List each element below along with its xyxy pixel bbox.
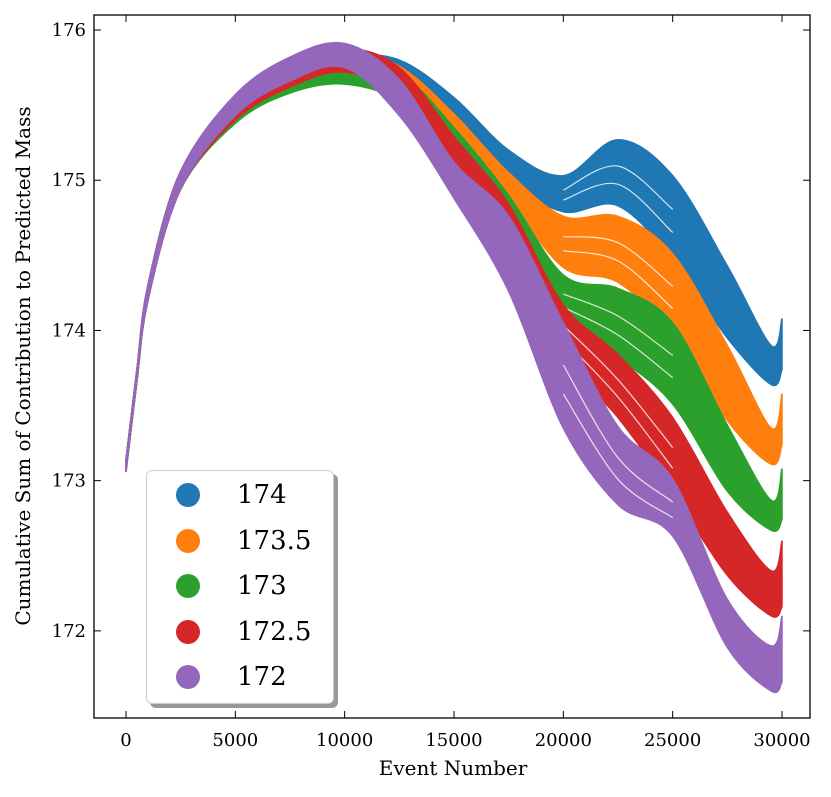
- legend-label: 173: [237, 571, 287, 601]
- series-bands: [125, 41, 783, 694]
- x-tick-label: 10000: [316, 730, 373, 751]
- y-tick-label: 172: [52, 621, 86, 642]
- legend-label: 173.5: [237, 525, 312, 556]
- y-axis-label: Cumulative Sum of Contribution to Predic…: [11, 106, 35, 625]
- legend-label: 174: [237, 480, 287, 510]
- series-band-172: [125, 41, 783, 694]
- plot-frame: [93, 14, 811, 719]
- legend-entry: 172: [147, 657, 287, 697]
- legend-entry: 173.5: [147, 521, 311, 561]
- series-gap-line: [563, 182, 674, 233]
- y-tick-label: 174: [52, 320, 86, 341]
- series-gap-line: [563, 165, 674, 210]
- legend-label: 172.5: [237, 616, 312, 647]
- x-tick-label: 5000: [212, 730, 258, 751]
- legend-marker-icon: [176, 483, 200, 507]
- legend-marker-icon: [176, 528, 200, 553]
- x-tick-label: 15000: [425, 730, 482, 751]
- series-gap-line: [562, 393, 674, 519]
- series-gap-line: [562, 324, 674, 448]
- x-axis-label: Event Number: [379, 756, 528, 780]
- x-tick-label: 20000: [535, 730, 592, 751]
- series-gap-line: [563, 250, 674, 310]
- y-tick-label: 176: [52, 20, 86, 41]
- x-tick-label: 30000: [753, 730, 810, 751]
- legend-entry: 173: [147, 566, 287, 606]
- legend-marker-icon: [176, 619, 200, 644]
- series-gap-line: [562, 364, 674, 503]
- series-gap-line: [563, 236, 674, 287]
- x-tick-label: 0: [120, 730, 131, 751]
- legend-label: 172: [237, 662, 287, 692]
- ticks: 0 5000 10000 15000 20000 25000 300001721731741…: [52, 15, 811, 751]
- legend-entry: 174: [147, 475, 287, 515]
- legend-entry: 172.5: [147, 612, 311, 652]
- series-gap-line: [563, 306, 674, 379]
- y-tick-label: 173: [52, 471, 86, 492]
- legend-marker-icon: [176, 665, 200, 689]
- legend-marker-icon: [176, 574, 200, 598]
- series-gap-line: [563, 293, 674, 356]
- legend: 174 173.5 173 172.5 172: [146, 470, 334, 704]
- x-tick-label: 25000: [644, 730, 701, 751]
- y-tick-label: 175: [52, 170, 86, 191]
